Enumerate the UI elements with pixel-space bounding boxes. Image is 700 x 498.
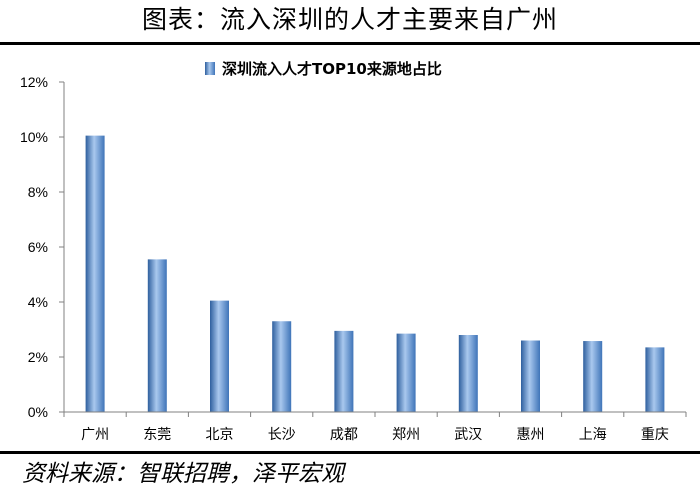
bar (645, 347, 665, 412)
x-category-label: 成都 (330, 427, 358, 443)
y-tick-label: 4% (28, 294, 48, 310)
x-category-label: 武汉 (454, 427, 482, 443)
figure-title: 图表：流入深圳的人才主要来自广州 (141, 5, 558, 34)
title-rule (0, 42, 700, 45)
legend: 深圳流入人才TOP10来源地占比 (205, 60, 442, 78)
bar (396, 333, 416, 412)
bar (521, 340, 540, 412)
bar (147, 259, 167, 412)
y-tick-label: 8% (28, 184, 48, 200)
y-tick-label: 6% (28, 239, 48, 255)
x-category-label: 重庆 (641, 427, 669, 443)
y-axis: 0% 2% 4% 6% 8% 10% 12% (20, 74, 65, 420)
y-tick-label: 0% (28, 404, 48, 420)
bar-chart: 深圳流入人才TOP10来源地占比 0% 2% 4% 6% 8% 10% 12% 广州 东莞 北京… (20, 60, 687, 443)
source-rule (0, 451, 700, 454)
y-tick-label: 12% (20, 74, 48, 90)
legend-label: 深圳流入人才TOP10来源地占比 (222, 60, 442, 78)
bar (272, 321, 292, 412)
x-category-label: 北京 (206, 427, 234, 443)
source-note: 资料来源：智联招聘，泽平宏观 (22, 461, 344, 487)
bars (85, 135, 665, 412)
x-category-label: 郑州 (392, 427, 420, 443)
bar (458, 335, 478, 412)
x-category-label: 广州 (81, 427, 109, 443)
y-tick-label: 2% (28, 349, 48, 365)
x-axis: 广州 东莞 北京 长沙 成都 郑州 武汉 惠州 上海 重庆 (63, 411, 687, 443)
x-category-label: 上海 (579, 427, 607, 443)
x-category-label: 长沙 (268, 427, 296, 443)
x-category-label: 惠州 (517, 427, 545, 443)
bar (583, 341, 603, 412)
bar (210, 300, 229, 412)
legend-swatch (205, 62, 215, 75)
y-tick-label: 10% (20, 129, 48, 145)
x-category-label: 东莞 (143, 427, 171, 443)
bar (334, 330, 354, 412)
bar (85, 135, 105, 412)
